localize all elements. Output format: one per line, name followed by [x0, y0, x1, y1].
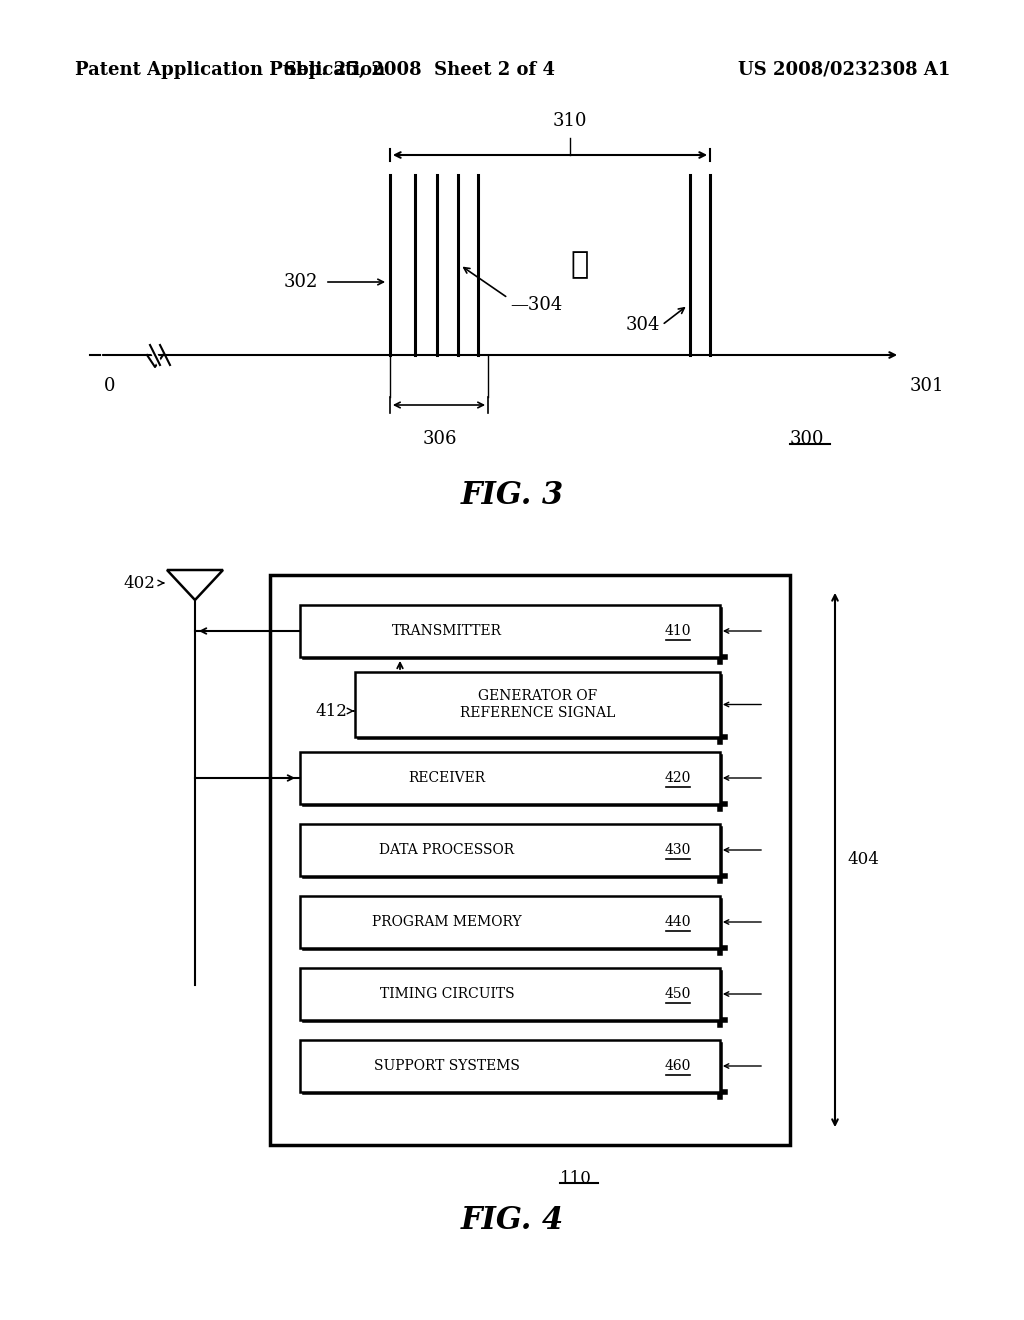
Bar — [300, 896, 720, 948]
Text: FIG. 3: FIG. 3 — [461, 480, 563, 511]
Text: 410: 410 — [665, 624, 691, 638]
Bar — [355, 672, 720, 737]
Text: 420: 420 — [665, 771, 691, 785]
Text: 430: 430 — [665, 843, 691, 857]
Text: FIG. 4: FIG. 4 — [461, 1205, 563, 1236]
Text: 310: 310 — [553, 112, 587, 129]
Text: 306: 306 — [423, 430, 458, 447]
Text: DATA PROCESSOR: DATA PROCESSOR — [380, 843, 515, 857]
Text: SUPPORT SYSTEMS: SUPPORT SYSTEMS — [374, 1059, 520, 1073]
Text: TIMING CIRCUITS: TIMING CIRCUITS — [380, 987, 514, 1001]
Text: 300: 300 — [790, 430, 824, 447]
Text: ⋯: ⋯ — [570, 249, 589, 281]
Text: —304: —304 — [510, 296, 562, 314]
Text: PROGRAM MEMORY: PROGRAM MEMORY — [372, 915, 522, 929]
Text: GENERATOR OF
REFERENCE SIGNAL: GENERATOR OF REFERENCE SIGNAL — [460, 689, 615, 719]
Bar — [270, 576, 790, 1144]
Text: 460: 460 — [665, 1059, 691, 1073]
Bar — [300, 605, 720, 657]
Text: TRANSMITTER: TRANSMITTER — [392, 624, 502, 638]
Text: Sep. 25, 2008  Sheet 2 of 4: Sep. 25, 2008 Sheet 2 of 4 — [285, 61, 555, 79]
Bar — [300, 824, 720, 876]
Text: 412: 412 — [315, 702, 347, 719]
Text: RECEIVER: RECEIVER — [409, 771, 485, 785]
Bar — [300, 1040, 720, 1092]
Text: Patent Application Publication: Patent Application Publication — [75, 61, 385, 79]
Text: 0: 0 — [104, 378, 116, 395]
Bar — [300, 752, 720, 804]
Text: US 2008/0232308 A1: US 2008/0232308 A1 — [737, 61, 950, 79]
Bar — [300, 968, 720, 1020]
Text: 440: 440 — [665, 915, 691, 929]
Text: 302: 302 — [284, 273, 318, 290]
Text: 402: 402 — [123, 574, 155, 591]
Text: 301: 301 — [910, 378, 944, 395]
Text: 110: 110 — [560, 1170, 592, 1187]
Text: 304: 304 — [626, 315, 660, 334]
Text: 404: 404 — [847, 851, 879, 869]
Text: 450: 450 — [665, 987, 691, 1001]
